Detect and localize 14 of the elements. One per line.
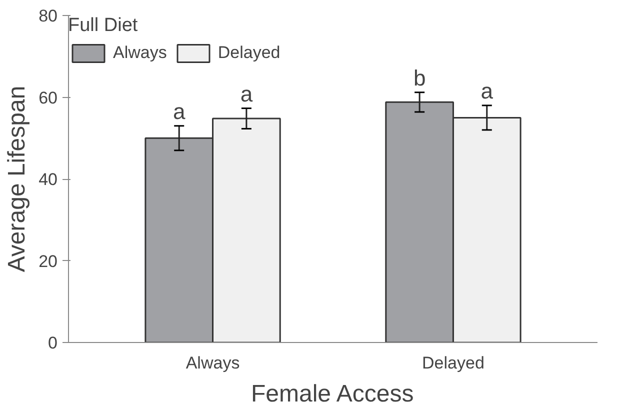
annotation: a (480, 78, 494, 104)
y-tick-label: 0 (48, 334, 58, 352)
annotation: a (172, 98, 186, 124)
annotation: a (240, 81, 254, 106)
y-tick-label: 40 (38, 170, 58, 189)
y-tick-label: 80 (38, 6, 58, 26)
annotation: b (413, 65, 426, 90)
legend-label: Always (113, 43, 167, 63)
legend-label: Delayed (218, 43, 280, 63)
x-axis-title: Female Access (250, 380, 414, 408)
y-tick-label: 60 (38, 88, 58, 108)
legend-title: Full Diet (68, 15, 139, 37)
y-tick-label: 20 (38, 252, 58, 271)
y-axis-title: Average Lifespan (4, 86, 31, 272)
